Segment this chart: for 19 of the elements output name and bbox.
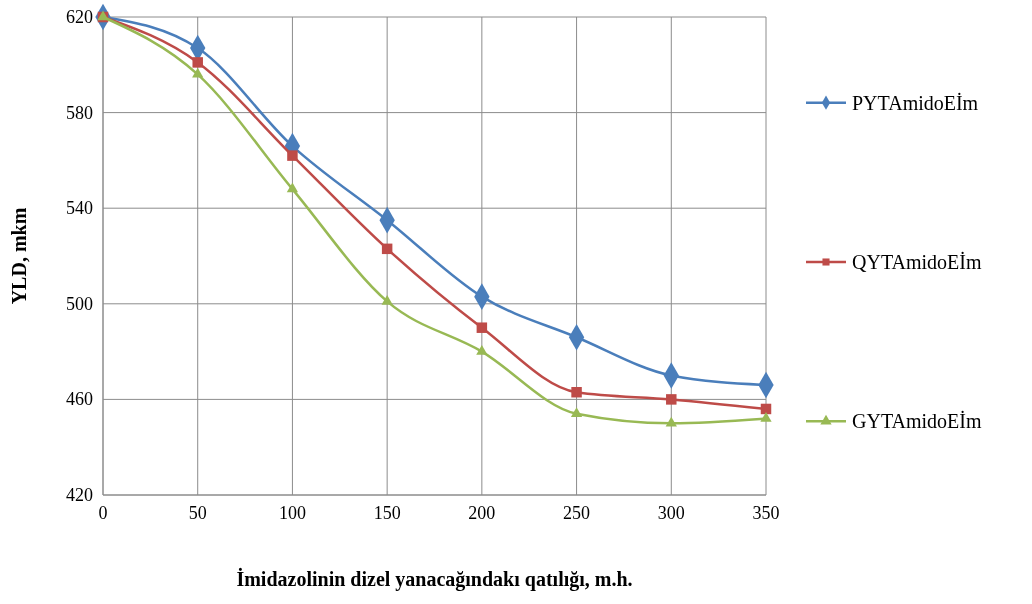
x-tick-label: 250 [563, 503, 591, 523]
x-axis-title: İmidazolinin dizel yanacağındakı qatılığı, m.h. [236, 567, 633, 591]
x-tick-label: 0 [98, 503, 108, 523]
x-tick-label: 100 [278, 503, 306, 523]
y-tick-label: 580 [66, 102, 93, 123]
x-tick-label: 150 [373, 503, 401, 523]
x-tick-label: 50 [188, 503, 207, 523]
x-tick-label: 300 [657, 503, 685, 523]
y-tick-label: 420 [66, 485, 93, 505]
legend-label: PYTAmidoEİm [852, 91, 979, 114]
y-tick-label: 460 [66, 389, 93, 410]
x-tick-label: 350 [752, 503, 780, 523]
legend-label: QYTAmidoEİm [852, 251, 982, 273]
y-axis-title: YLD, mkm [8, 207, 30, 305]
y-tick-label: 540 [66, 198, 93, 219]
y-tick-label: 620 [66, 7, 93, 27]
x-tick-label: 200 [468, 503, 496, 523]
y-tick-label: 500 [66, 293, 93, 314]
legend-label: GYTAmidoEİm [852, 410, 982, 433]
